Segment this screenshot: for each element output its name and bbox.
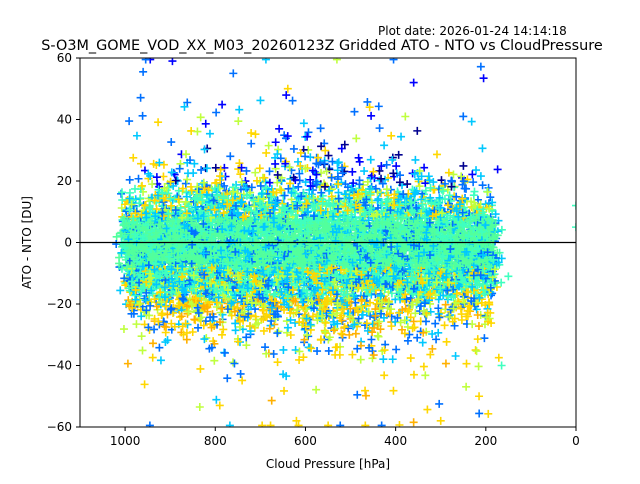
chart-figure: Plot date: 2026-01-24 14:14:18 S-O3M_GOM… xyxy=(0,0,640,480)
chart-canvas: Plot date: 2026-01-24 14:14:18 S-O3M_GOM… xyxy=(0,0,640,480)
chart-title: S-O3M_GOME_VOD_XX_M03_20260123Z Gridded … xyxy=(41,38,603,54)
plot-date: Plot date: 2026-01-24 14:14:18 xyxy=(378,24,567,38)
